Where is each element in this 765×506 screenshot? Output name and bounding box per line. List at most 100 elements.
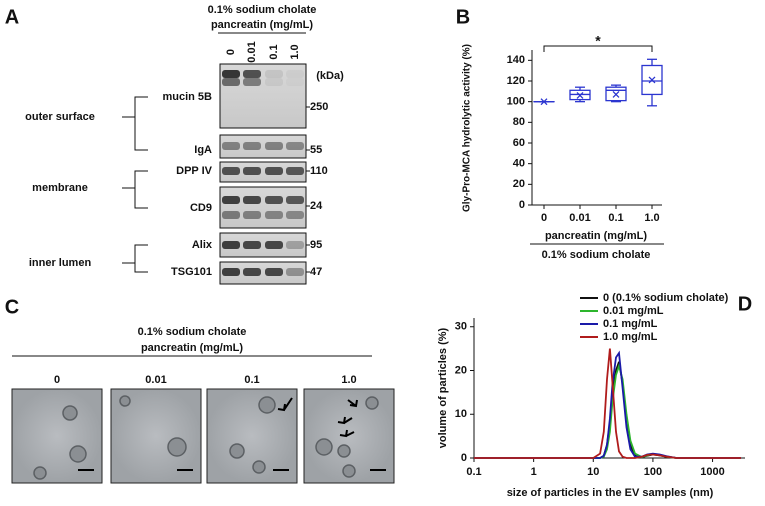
band [265, 167, 283, 175]
vesicle [366, 397, 378, 409]
vesicle [338, 445, 350, 457]
y-tick-label: 140 [507, 54, 525, 66]
vesicle [253, 461, 265, 473]
y-tick-label: 80 [513, 116, 525, 128]
mw-label: 24 [310, 200, 323, 212]
header: 0.1% sodium cholate [208, 4, 317, 16]
x-tick-label: 1.0 [644, 212, 659, 224]
band [265, 70, 283, 78]
bracket [122, 245, 148, 272]
x-tick-label: 0.1 [466, 466, 481, 478]
group-label: membrane [32, 182, 88, 194]
vesicle [34, 467, 46, 479]
band [222, 211, 240, 219]
legend-label: 0.01 mg/mL [603, 305, 664, 317]
axis-title: size of particles in the EV samples (nm) [507, 487, 714, 499]
lane-label: 0.01 [145, 374, 166, 386]
band [222, 196, 240, 204]
x-tick-label: 1000 [700, 466, 724, 478]
lane-label: 0.1 [268, 44, 280, 59]
band [243, 78, 261, 86]
mean [577, 92, 583, 98]
y-tick-label: 120 [507, 75, 525, 87]
band [243, 70, 261, 78]
vesicle [259, 397, 275, 413]
band [265, 142, 283, 150]
legend-label: 1.0 mg/mL [603, 331, 658, 343]
y-tick-label: 100 [507, 96, 525, 108]
band [286, 241, 304, 249]
legend-label: 0.1 mg/mL [603, 318, 658, 330]
group-label: inner lumen [29, 257, 92, 269]
band [286, 167, 304, 175]
y-tick-label: 40 [513, 158, 525, 170]
legend-label: 0 (0.1% sodium cholate) [603, 292, 729, 304]
band [265, 196, 283, 204]
band [286, 78, 304, 86]
x-tick-label: 1 [531, 466, 537, 478]
unit-label: (kDa) [316, 70, 344, 82]
band [222, 142, 240, 150]
vesicle [316, 439, 332, 455]
protein-label: Alix [192, 239, 213, 251]
mw-label: 47 [310, 266, 322, 278]
lane-label: 0.1 [244, 374, 259, 386]
em-image [207, 389, 297, 483]
mw-label: 55 [310, 144, 322, 156]
mw-label: 250 [310, 101, 328, 113]
y-tick-label: 20 [455, 364, 467, 376]
header: pancreatin (mg/mL) [211, 19, 313, 31]
protein-label: mucin 5B [162, 91, 212, 103]
mw-label: 110 [310, 165, 328, 177]
y-tick-label: 10 [455, 408, 467, 420]
header: 0.1% sodium cholate [138, 326, 247, 338]
protein-label: TSG101 [171, 266, 212, 278]
band [286, 70, 304, 78]
band [222, 268, 240, 276]
band [265, 268, 283, 276]
vesicle [63, 406, 77, 420]
panel-label: D [738, 293, 752, 315]
header: pancreatin (mg/mL) [141, 342, 243, 354]
protein-label: CD9 [190, 202, 212, 214]
band [286, 196, 304, 204]
band [243, 268, 261, 276]
protein-label: IgA [194, 144, 212, 156]
axis-title: volume of particles (%) [437, 327, 449, 448]
blot [220, 187, 306, 228]
mean [613, 91, 619, 97]
group-label: outer surface [25, 111, 95, 123]
lane-label: 0 [54, 374, 60, 386]
lane-label: 0 [225, 49, 237, 55]
band [222, 167, 240, 175]
panel-label: C [5, 296, 19, 318]
band [243, 196, 261, 204]
y-tick-label: 30 [455, 321, 467, 333]
band [243, 241, 261, 249]
panel-label: A [5, 6, 19, 28]
protein-label: DPP IV [176, 165, 213, 177]
band [286, 268, 304, 276]
vesicle [120, 396, 130, 406]
x-tick-label: 0 [541, 212, 547, 224]
panel-label: B [456, 6, 470, 28]
band [222, 78, 240, 86]
mean [649, 77, 655, 83]
band [243, 142, 261, 150]
em-image [12, 389, 102, 483]
y-tick-label: 60 [513, 137, 525, 149]
band [243, 167, 261, 175]
band [222, 70, 240, 78]
x-tick-label: 100 [644, 466, 662, 478]
bracket [122, 97, 148, 150]
band [265, 78, 283, 86]
band [265, 241, 283, 249]
band [286, 142, 304, 150]
y-tick-label: 0 [461, 452, 467, 464]
lane-label: 1.0 [289, 44, 301, 59]
lane-label: 1.0 [341, 374, 356, 386]
significance: * [595, 33, 601, 49]
lane-label: 0.01 [246, 41, 258, 62]
y-tick-label: 20 [513, 178, 525, 190]
